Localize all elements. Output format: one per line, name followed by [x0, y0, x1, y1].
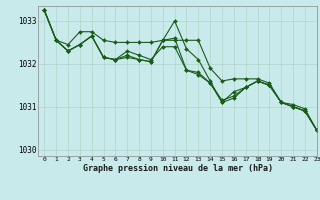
X-axis label: Graphe pression niveau de la mer (hPa): Graphe pression niveau de la mer (hPa): [83, 164, 273, 173]
